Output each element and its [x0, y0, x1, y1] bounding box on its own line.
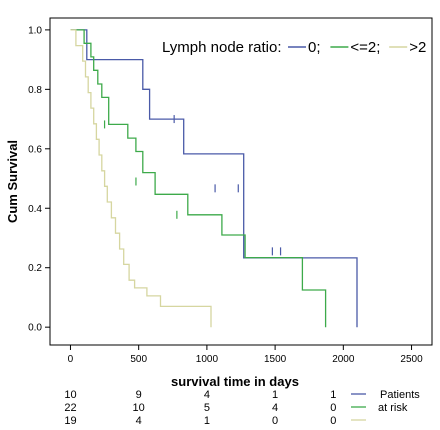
- at-risk-count: 0: [330, 415, 336, 427]
- legend-title: Lymph node ratio:: [162, 39, 282, 56]
- at-risk-count: 10: [64, 389, 76, 401]
- x-tick-label: 1500: [264, 354, 287, 365]
- at-risk-count: 5: [204, 402, 210, 414]
- legend-label: <=2;: [350, 39, 380, 56]
- at-risk-count: 1: [204, 415, 210, 427]
- at-risk-count: 4: [136, 415, 142, 427]
- at-risk-count: 0: [330, 402, 336, 414]
- at-risk-count: 0: [272, 415, 278, 427]
- x-tick-label: 500: [130, 354, 147, 365]
- at-risk-count: 10: [133, 402, 145, 414]
- x-tick-label: 2500: [400, 354, 423, 365]
- series-line-0: [70, 29, 358, 328]
- series-line-<=2: [70, 29, 327, 328]
- at-risk-count: 4: [272, 402, 278, 414]
- at-risk-count: 9: [136, 389, 142, 401]
- x-tick-label: 2000: [332, 354, 355, 365]
- series-line->2: [70, 29, 212, 328]
- plot-frame: [49, 17, 433, 346]
- at-risk-count: 1: [272, 389, 278, 401]
- y-tick-label: 0.2: [28, 263, 42, 274]
- at-risk-count: 19: [64, 415, 76, 427]
- y-tick-label: 1.0: [28, 25, 42, 36]
- at-risk-label-patients: Patients: [380, 389, 420, 401]
- y-tick-label: 0.4: [28, 204, 42, 215]
- legend-label: 0;: [308, 39, 321, 56]
- y-tick-label: 0.6: [28, 144, 42, 155]
- y-tick-label: 0.0: [28, 323, 42, 334]
- x-tick-label: 0: [68, 354, 74, 365]
- y-tick-label: 0.8: [28, 85, 42, 96]
- x-tick-label: 1000: [196, 354, 219, 365]
- x-axis-title: survival time in days: [171, 374, 299, 389]
- at-risk-count: 22: [64, 402, 76, 414]
- at-risk-label-at-risk: at risk: [378, 402, 408, 414]
- legend-label: >2: [409, 39, 426, 56]
- at-risk-count: 4: [204, 389, 210, 401]
- at-risk-count: 1: [330, 389, 336, 401]
- y-axis-title: Cum Survival: [5, 140, 20, 223]
